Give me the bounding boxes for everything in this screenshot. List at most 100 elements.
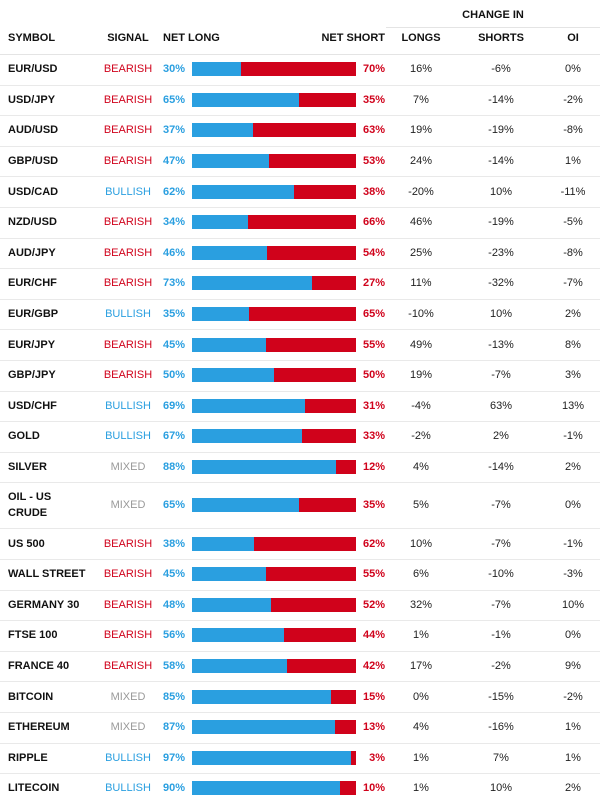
table-row[interactable]: OIL - US CRUDE MIXED 65% 35% 5% -7% 0% bbox=[0, 482, 600, 530]
symbol-cell[interactable]: USD/CAD bbox=[8, 176, 100, 207]
net-long-value: 50% bbox=[163, 369, 186, 382]
symbol-label[interactable]: EUR/JPY bbox=[8, 338, 56, 351]
symbol-label[interactable]: WALL STREET bbox=[8, 568, 86, 581]
table-header: CHANGE IN SYMBOL SIGNAL NET LONG NET SHO… bbox=[0, 0, 600, 55]
symbol-cell[interactable]: USD/CHF bbox=[8, 391, 100, 422]
symbol-cell[interactable]: FRANCE 40 bbox=[8, 651, 100, 682]
table-row[interactable]: USD/CAD BULLISH 62% 38% -20% 10% -11% bbox=[0, 176, 600, 208]
symbol-cell[interactable]: EUR/GBP bbox=[8, 299, 100, 330]
table-row[interactable]: USD/JPY BEARISH 65% 35% 7% -14% -2% bbox=[0, 85, 600, 117]
table-row[interactable]: NZD/USD BEARISH 34% 66% 46% -19% -5% bbox=[0, 207, 600, 239]
symbol-cell[interactable]: NZD/USD bbox=[8, 207, 100, 238]
symbol-label[interactable]: BITCOIN bbox=[8, 690, 54, 703]
symbol-label[interactable]: US 500 bbox=[8, 537, 45, 550]
symbol-cell[interactable]: GBP/JPY bbox=[8, 360, 100, 391]
net-short-bar bbox=[192, 245, 356, 260]
symbol-label[interactable]: USD/CAD bbox=[8, 185, 59, 198]
symbol-cell[interactable]: EUR/JPY bbox=[8, 329, 100, 360]
symbol-label[interactable]: GBP/JPY bbox=[8, 369, 56, 382]
symbol-cell[interactable]: RIPPLE bbox=[8, 743, 100, 774]
table-row[interactable]: LITECOIN BULLISH 90% 10% 1% 10% 2% bbox=[0, 773, 600, 800]
symbol-label[interactable]: RIPPLE bbox=[8, 751, 48, 764]
symbol-cell[interactable]: GERMANY 30 bbox=[8, 590, 100, 621]
symbol-label[interactable]: NZD/USD bbox=[8, 216, 57, 229]
table-row[interactable]: EUR/JPY BEARISH 45% 55% 49% -13% 8% bbox=[0, 329, 600, 361]
symbol-cell[interactable]: WALL STREET bbox=[8, 559, 100, 590]
symbol-cell[interactable]: ETHEREUM bbox=[8, 712, 100, 743]
table-row[interactable]: ETHEREUM MIXED 87% 13% 4% -16% 1% bbox=[0, 712, 600, 744]
symbol-cell[interactable]: AUD/USD bbox=[8, 115, 100, 146]
symbol-label[interactable]: LITECOIN bbox=[8, 782, 60, 795]
symbol-cell[interactable]: LITECOIN bbox=[8, 773, 100, 800]
symbol-label[interactable]: ETHEREUM bbox=[8, 721, 70, 734]
net-long-cell: 73% bbox=[163, 268, 191, 299]
change-in-heading: CHANGE IN bbox=[386, 9, 600, 28]
net-short-cell: 65% bbox=[357, 299, 385, 330]
table-row[interactable]: USD/CHF BULLISH 69% 31% -4% 63% 13% bbox=[0, 391, 600, 423]
longs-change-value: 6% bbox=[413, 568, 429, 581]
net-short-bar bbox=[192, 429, 356, 444]
table-row[interactable]: FTSE 100 BEARISH 56% 44% 1% -1% 0% bbox=[0, 620, 600, 652]
symbol-label[interactable]: SILVER bbox=[8, 461, 47, 474]
table-row[interactable]: US 500 BEARISH 38% 62% 10% -7% -1% bbox=[0, 528, 600, 560]
table-row[interactable]: AUD/JPY BEARISH 46% 54% 25% -23% -8% bbox=[0, 238, 600, 270]
longs-change-value: 1% bbox=[413, 782, 429, 795]
longs-change-value: -20% bbox=[408, 185, 434, 198]
symbol-label[interactable]: EUR/GBP bbox=[8, 308, 59, 321]
table-row[interactable]: EUR/GBP BULLISH 35% 65% -10% 10% 2% bbox=[0, 299, 600, 331]
net-long-value: 65% bbox=[163, 499, 186, 512]
symbol-label[interactable]: AUD/USD bbox=[8, 124, 59, 137]
symbol-label[interactable]: EUR/USD bbox=[8, 63, 58, 76]
net-long-value: 37% bbox=[163, 124, 186, 137]
table-row[interactable]: EUR/CHF BEARISH 73% 27% 11% -32% -7% bbox=[0, 268, 600, 300]
symbol-label[interactable]: USD/JPY bbox=[8, 93, 56, 106]
symbol-cell[interactable]: EUR/USD bbox=[8, 54, 100, 85]
net-long-value: 47% bbox=[163, 155, 186, 168]
longs-change-cell: 16% bbox=[386, 54, 456, 85]
table-row[interactable]: GOLD BULLISH 67% 33% -2% 2% -1% bbox=[0, 421, 600, 453]
table-row[interactable]: RIPPLE BULLISH 97% 3% 1% 7% 1% bbox=[0, 743, 600, 775]
longs-change-value: 17% bbox=[409, 660, 433, 673]
table-row[interactable]: FRANCE 40 BEARISH 58% 42% 17% -2% 9% bbox=[0, 651, 600, 683]
net-long-cell: 47% bbox=[163, 146, 191, 177]
symbol-cell[interactable]: EUR/CHF bbox=[8, 268, 100, 299]
net-short-value: 62% bbox=[362, 537, 385, 550]
symbol-label[interactable]: FRANCE 40 bbox=[8, 660, 70, 673]
symbol-cell[interactable]: US 500 bbox=[8, 528, 100, 559]
table-row[interactable]: GBP/USD BEARISH 47% 53% 24% -14% 1% bbox=[0, 146, 600, 178]
symbol-cell[interactable]: OIL - US CRUDE bbox=[8, 482, 78, 528]
signal-label: BEARISH bbox=[103, 124, 153, 137]
oi-change-value: -1% bbox=[563, 430, 583, 443]
symbol-label[interactable]: GBP/USD bbox=[8, 155, 59, 168]
net-short-bar bbox=[192, 307, 356, 322]
shorts-change-cell: 10% bbox=[456, 773, 546, 800]
table-row[interactable]: BITCOIN MIXED 85% 15% 0% -15% -2% bbox=[0, 681, 600, 713]
symbol-label[interactable]: FTSE 100 bbox=[8, 629, 58, 642]
net-short-cell: 55% bbox=[357, 559, 385, 590]
symbol-label[interactable]: AUD/JPY bbox=[8, 246, 56, 259]
shorts-change-value: -7% bbox=[491, 369, 511, 382]
net-short-cell: 33% bbox=[357, 421, 385, 452]
symbol-cell[interactable]: BITCOIN bbox=[8, 681, 100, 712]
symbol-label[interactable]: USD/CHF bbox=[8, 399, 57, 412]
symbol-label[interactable]: EUR/CHF bbox=[8, 277, 57, 290]
longs-change-value: 11% bbox=[410, 277, 432, 290]
symbol-column-header: SYMBOL bbox=[8, 32, 56, 44]
symbol-cell[interactable]: SILVER bbox=[8, 452, 100, 483]
signal-label: BEARISH bbox=[103, 216, 153, 229]
symbol-cell[interactable]: USD/JPY bbox=[8, 85, 100, 116]
oi-change-value: -3% bbox=[563, 568, 583, 581]
table-row[interactable]: AUD/USD BEARISH 37% 63% 19% -19% -8% bbox=[0, 115, 600, 147]
table-row[interactable]: EUR/USD BEARISH 30% 70% 16% -6% 0% bbox=[0, 54, 600, 86]
symbol-cell[interactable]: AUD/JPY bbox=[8, 238, 100, 269]
symbol-cell[interactable]: GOLD bbox=[8, 421, 100, 452]
symbol-label[interactable]: GOLD bbox=[8, 430, 40, 443]
table-row[interactable]: WALL STREET BEARISH 45% 55% 6% -10% -3% bbox=[0, 559, 600, 591]
symbol-cell[interactable]: FTSE 100 bbox=[8, 620, 100, 651]
table-row[interactable]: GBP/JPY BEARISH 50% 50% 19% -7% 3% bbox=[0, 360, 600, 392]
symbol-cell[interactable]: GBP/USD bbox=[8, 146, 100, 177]
table-row[interactable]: GERMANY 30 BEARISH 48% 52% 32% -7% 10% bbox=[0, 590, 600, 622]
symbol-label[interactable]: OIL - US CRUDE bbox=[8, 491, 52, 520]
table-row[interactable]: SILVER MIXED 88% 12% 4% -14% 2% bbox=[0, 452, 600, 484]
symbol-label[interactable]: GERMANY 30 bbox=[8, 598, 80, 611]
